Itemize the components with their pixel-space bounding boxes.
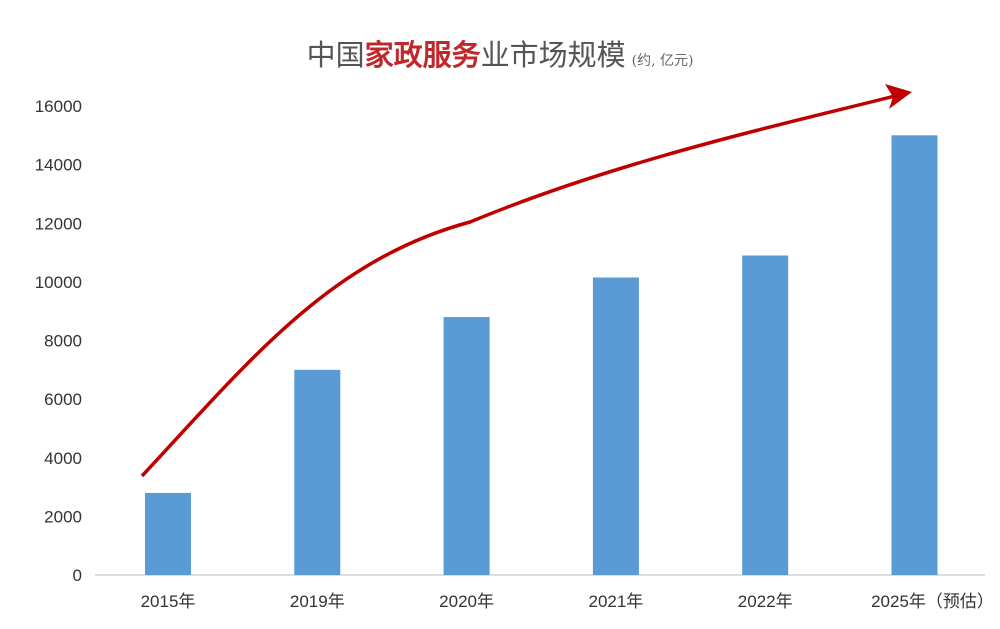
- arrow-head-icon: [885, 84, 912, 109]
- y-tick-label: 14000: [35, 156, 82, 175]
- bar: [443, 317, 490, 575]
- y-tick-label: 16000: [35, 97, 82, 116]
- chart-unit: (约, 亿元): [631, 53, 694, 69]
- y-tick-label: 2000: [44, 507, 82, 526]
- bar: [742, 255, 789, 575]
- bar: [592, 277, 639, 575]
- x-tick-label: 2022年: [738, 592, 793, 611]
- x-tick-label: 2019年: [290, 592, 345, 611]
- title-part: 中国: [306, 38, 365, 72]
- trend-arrow: [140, 94, 896, 478]
- chart-title: 中国家政服务业市场规模 (约, 亿元): [0, 32, 1000, 74]
- bar: [294, 369, 341, 575]
- title-part: 业市场规模: [480, 38, 626, 72]
- y-tick-label: 10000: [35, 273, 82, 292]
- y-tick-label: 0: [73, 566, 82, 585]
- x-tick-label: 2020年: [439, 592, 494, 611]
- x-tick-label: 2021年: [588, 592, 643, 611]
- bar: [891, 135, 938, 575]
- y-tick-label: 6000: [44, 390, 82, 409]
- y-tick-label: 8000: [44, 332, 82, 351]
- x-tick-label: 2015年: [141, 592, 196, 611]
- title-part: 家政服务: [364, 38, 481, 72]
- y-tick-label: 4000: [44, 449, 82, 468]
- y-tick-label: 12000: [35, 214, 82, 233]
- x-tick-label: 2025年（预估）: [871, 592, 994, 611]
- bar: [145, 492, 191, 575]
